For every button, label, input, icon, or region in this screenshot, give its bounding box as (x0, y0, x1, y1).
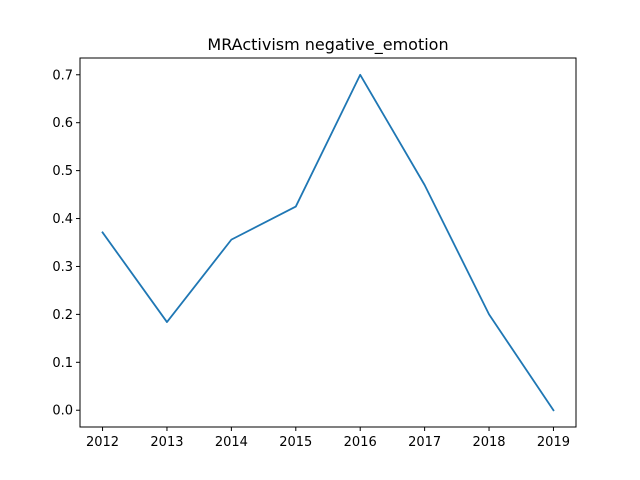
y-tick-label: 0.1 (52, 356, 73, 371)
x-tick-label: 2013 (150, 435, 183, 450)
x-tick-label: 2014 (215, 435, 248, 450)
y-tick-label: 0.3 (52, 260, 73, 275)
y-tick-label: 0.5 (52, 164, 73, 179)
y-tick-label: 0.0 (52, 404, 73, 419)
x-tick-label: 2017 (408, 435, 441, 450)
y-tick-label: 0.4 (52, 212, 73, 227)
x-tick-label: 2019 (537, 435, 570, 450)
y-axis: 0.0 0.1 0.2 0.3 0.4 0.5 0.6 0.7 (52, 68, 80, 419)
x-tick-label: 2012 (86, 435, 119, 450)
series-layer (101, 73, 555, 412)
y-tick-label: 0.6 (52, 116, 73, 131)
x-tick-label: 2016 (344, 435, 377, 450)
plot-area-frame (79, 57, 577, 428)
y-tick-label: 0.7 (52, 68, 73, 83)
x-tick-label: 2015 (279, 435, 312, 450)
chart-title: MRActivism negative_emotion (207, 35, 448, 55)
x-tick-label: 2018 (472, 435, 505, 450)
series-line (101, 73, 555, 412)
x-axis: 2012 2013 2014 2015 2016 2017 2018 2019 (86, 427, 570, 450)
y-tick-label: 0.2 (52, 308, 73, 323)
